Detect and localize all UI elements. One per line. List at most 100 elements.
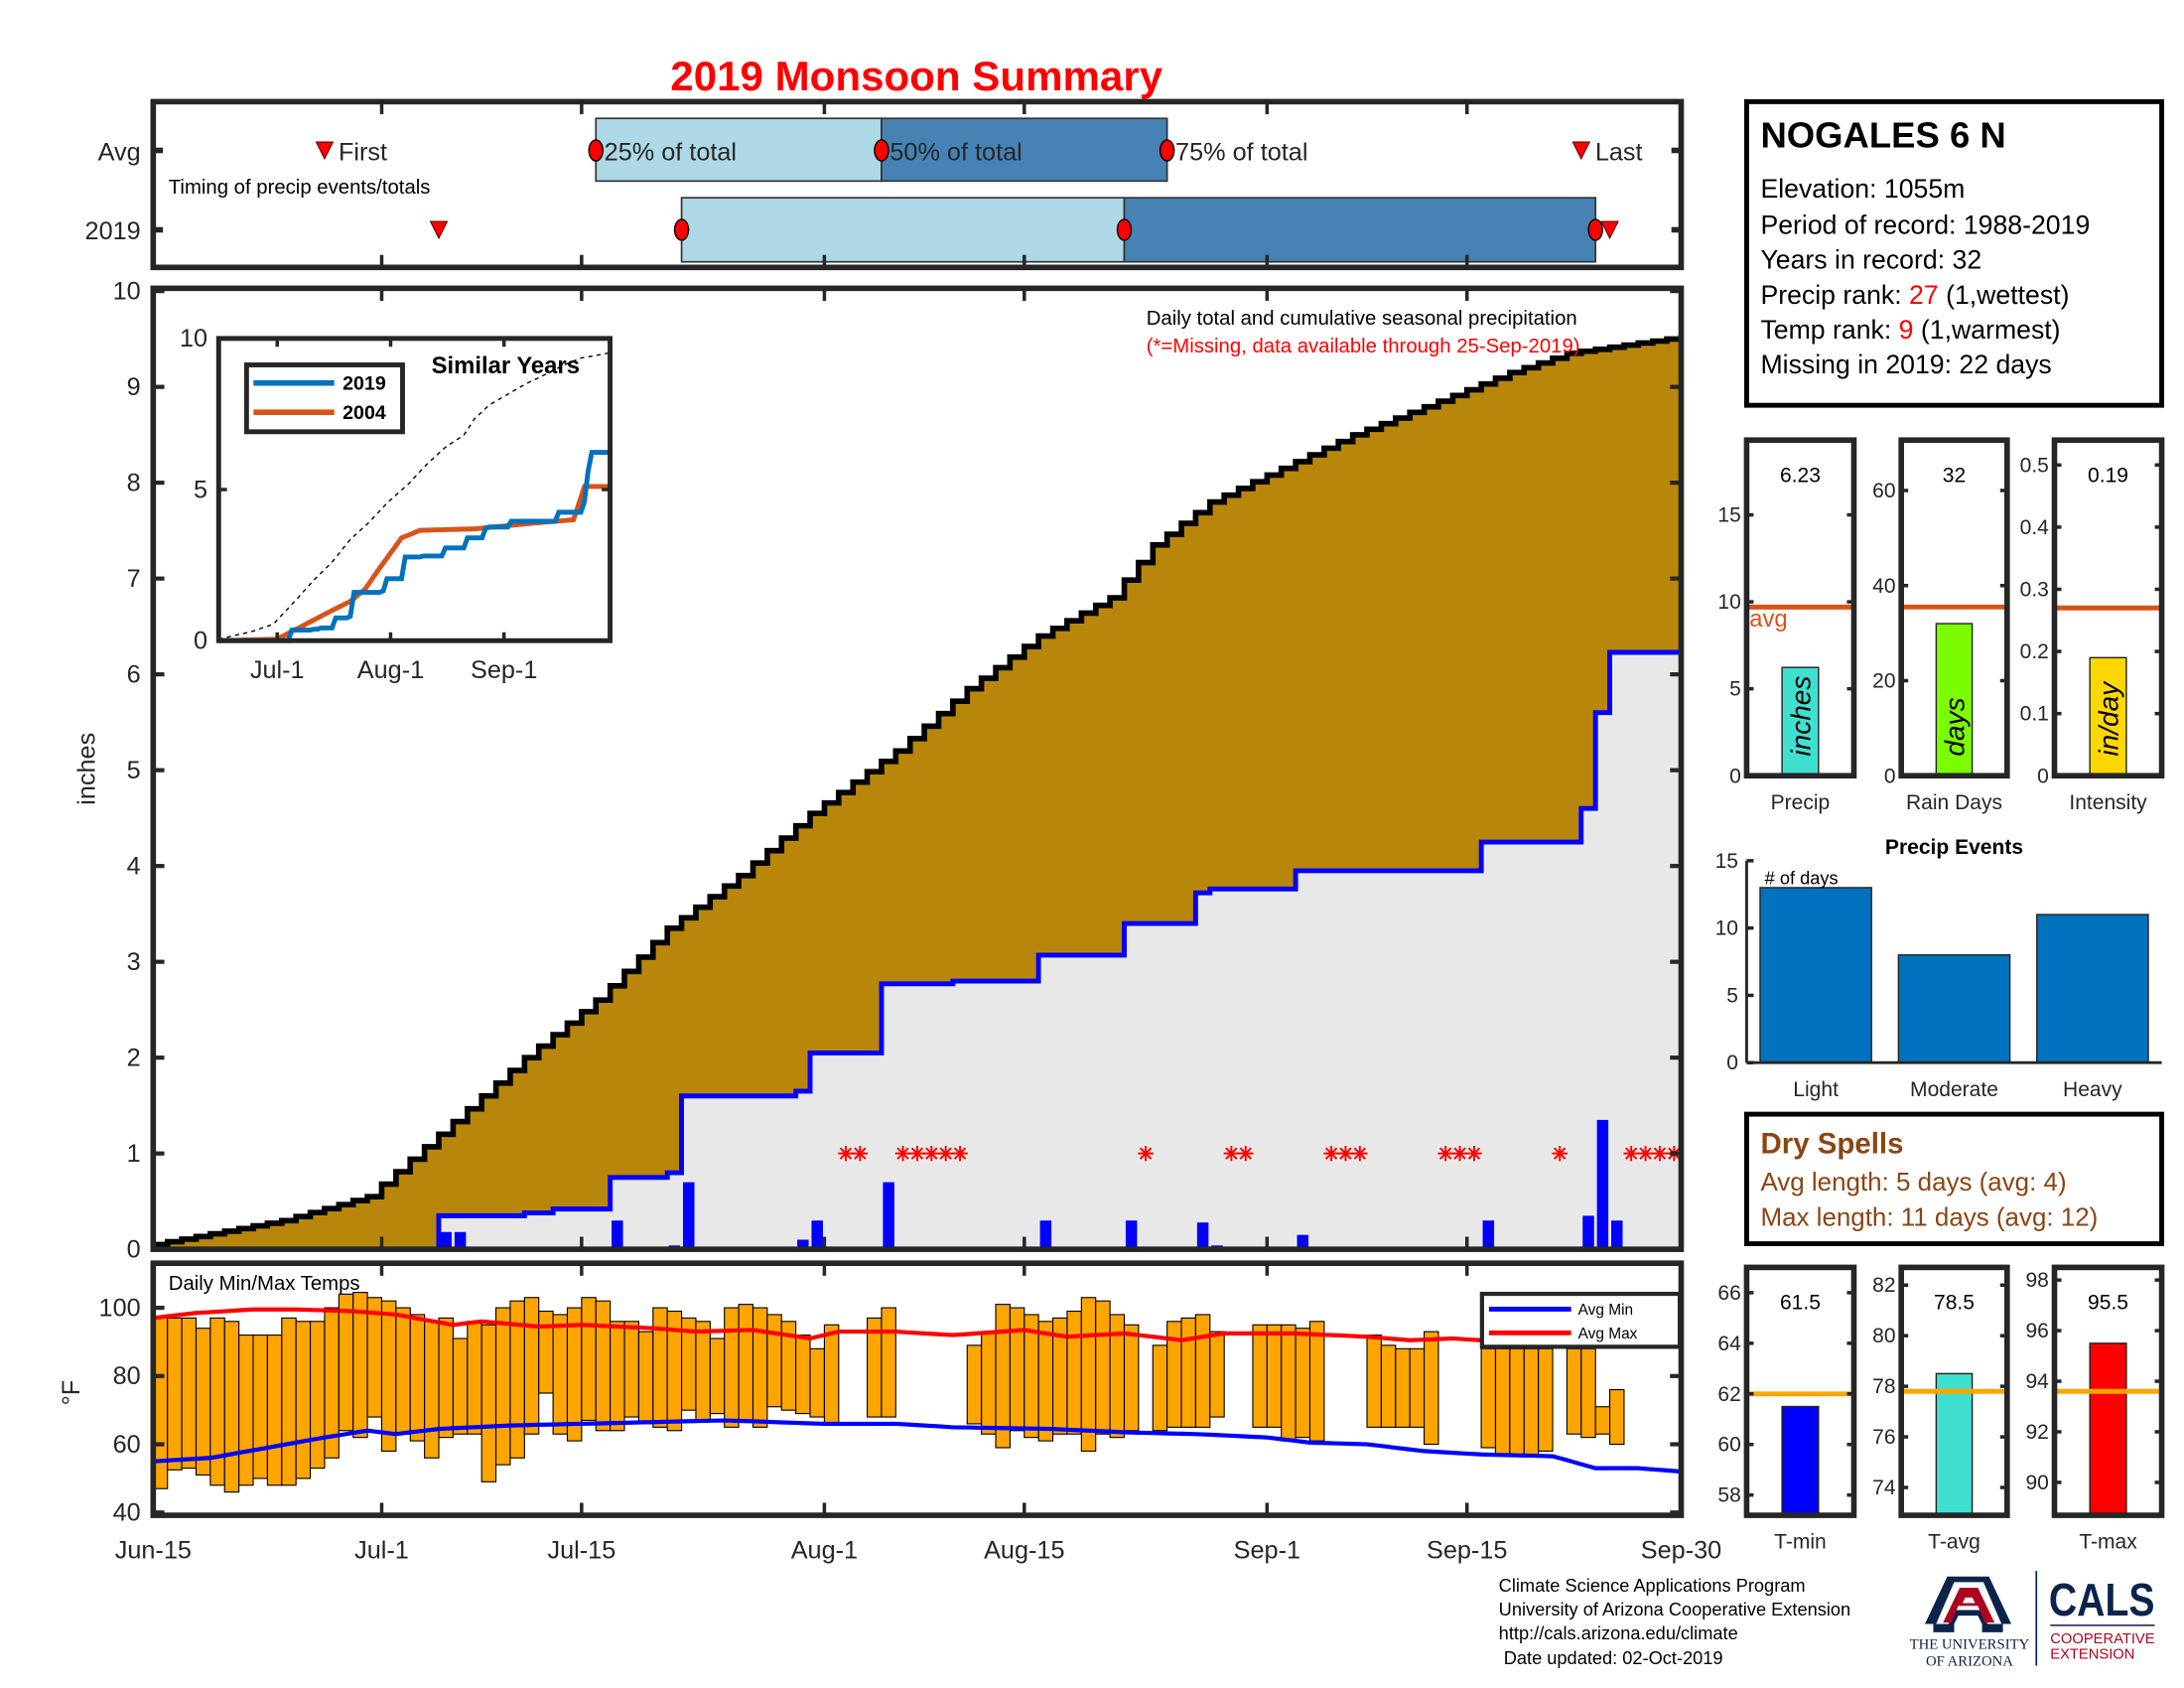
missing-day-marker-icon bbox=[1466, 1145, 1482, 1162]
daily-temp-range-bar bbox=[823, 1324, 840, 1425]
t-avg-y-tick-label: 80 bbox=[1872, 1325, 1895, 1347]
precip-total-category-label: Precip bbox=[1771, 791, 1831, 814]
ua-block-a-icon bbox=[1925, 1576, 2012, 1632]
daily-temp-range-bar bbox=[751, 1307, 768, 1428]
avg-cumulative-line bbox=[153, 334, 1682, 1248]
y2019-last-marker-icon bbox=[1600, 220, 1619, 240]
precip-y-tick-label: 7 bbox=[127, 565, 141, 593]
footer-line-date: Date updated: 02-Oct-2019 bbox=[1499, 1647, 1723, 1668]
missing-day-marker-icon bbox=[909, 1145, 925, 1162]
inset-x-tick-label: Jul-1 bbox=[250, 656, 305, 684]
inset-y-tick-label: 0 bbox=[194, 628, 207, 655]
precip-y-tick-label: 8 bbox=[127, 470, 141, 497]
rain-days-axes-box bbox=[1898, 437, 2010, 779]
t-min-y-tick-label: 62 bbox=[1717, 1383, 1740, 1406]
precip-y-tick-label: 0 bbox=[127, 1236, 141, 1264]
missing-day-marker-icon bbox=[1637, 1145, 1654, 1162]
daily-temp-range-bar bbox=[409, 1314, 426, 1442]
daily-temp-range-bar bbox=[1152, 1344, 1168, 1432]
daily-temp-range-bar bbox=[610, 1321, 625, 1432]
inset-legend bbox=[243, 362, 405, 435]
t-avg-bar bbox=[1935, 1372, 1974, 1516]
daily-temp-range-bar bbox=[1509, 1347, 1525, 1456]
y-axis-label-inches: inches bbox=[72, 733, 100, 805]
daily-temp-range-bar bbox=[495, 1307, 511, 1466]
precip-events-ylabel: # of days bbox=[1765, 868, 1839, 889]
daily-temp-range-bar bbox=[438, 1317, 454, 1439]
t-min-axes-box bbox=[1743, 1264, 1857, 1518]
daily-precip-bar bbox=[797, 1239, 809, 1250]
x-tick-label: Jul-1 bbox=[354, 1537, 409, 1565]
x-tick-label: Sep-15 bbox=[1427, 1537, 1507, 1565]
precip-axes-box bbox=[150, 285, 1685, 1252]
daily-temp-range-bar bbox=[380, 1300, 397, 1452]
avg-first-half-bar bbox=[595, 117, 883, 183]
daily-precip-bar bbox=[883, 1182, 894, 1250]
daily-temp-range-bar bbox=[1194, 1314, 1211, 1428]
daily-temp-range-bar bbox=[167, 1317, 183, 1471]
inset-y-tick-label: 5 bbox=[194, 476, 207, 503]
rain-days-y-tick-label: 0 bbox=[1884, 765, 1896, 787]
temps-axes-box bbox=[150, 1260, 1685, 1518]
precip-total-y-tick-label: 10 bbox=[1717, 591, 1740, 614]
daily-temp-range-bar bbox=[452, 1337, 469, 1435]
t-max-bar bbox=[2089, 1342, 2127, 1516]
inset-x-tick-label: Aug-1 bbox=[357, 656, 424, 684]
temps-y-tick-label: 100 bbox=[99, 1294, 141, 1322]
daily-temp-range-bar bbox=[1281, 1324, 1297, 1442]
daily-temp-range-bar bbox=[709, 1337, 726, 1415]
y2019-p25-marker-icon bbox=[673, 218, 690, 241]
rain-days-y-tick-label: 40 bbox=[1872, 575, 1895, 598]
daily-temp-range-bar bbox=[795, 1335, 811, 1415]
footer-line-program: Climate Science Applications Program bbox=[1499, 1575, 1806, 1596]
daily-temp-range-bar bbox=[1295, 1328, 1311, 1439]
daily-temp-range-bar bbox=[281, 1317, 297, 1486]
avg-p50-marker-icon bbox=[874, 139, 889, 162]
intensity-unit-label: in/day bbox=[2093, 680, 2123, 757]
daily-temp-range-bar bbox=[1308, 1321, 1325, 1442]
station-years: Years in record: 32 bbox=[1760, 245, 1981, 275]
rain-days-category-label: Rain Days bbox=[1906, 791, 2002, 814]
temps-y-tick-label: 80 bbox=[113, 1362, 141, 1390]
precip-events-category-label: Moderate bbox=[1910, 1078, 1998, 1101]
precip-total-avg-label: avg bbox=[1749, 606, 1787, 633]
daily-precip-bar bbox=[454, 1231, 467, 1250]
precip-total-unit-label: inches bbox=[1785, 676, 1816, 757]
intensity-axes-box bbox=[2051, 437, 2165, 779]
daily-temp-range-bar bbox=[637, 1331, 654, 1425]
t-max-y-tick-label: 92 bbox=[2025, 1421, 2048, 1444]
t-min-bar bbox=[1781, 1405, 1820, 1516]
t-avg-value-label: 78.5 bbox=[1934, 1291, 1975, 1314]
precip-annotation: Daily total and cumulative seasonal prec… bbox=[1147, 308, 1577, 330]
missing-day-marker-icon bbox=[937, 1145, 954, 1162]
daily-precip-bar bbox=[1125, 1220, 1138, 1250]
daily-temp-range-bar bbox=[881, 1307, 896, 1418]
x-tick-label: Sep-30 bbox=[1641, 1537, 1721, 1565]
missing-day-marker-icon bbox=[952, 1145, 968, 1162]
daily-temp-range-bar bbox=[1209, 1331, 1225, 1418]
footer-line-url[interactable]: http://cals.arizona.edu/climate bbox=[1499, 1622, 1738, 1643]
daily-temp-range-bar bbox=[1095, 1300, 1111, 1435]
t-max-category-label: T-max bbox=[2079, 1531, 2137, 1554]
station-missing: Missing in 2019: 22 days bbox=[1760, 350, 2051, 379]
daily-temp-range-bar bbox=[766, 1314, 782, 1408]
precip-events-category-label: Light bbox=[1793, 1078, 1839, 1101]
temps-y-tick-label: 40 bbox=[113, 1499, 141, 1527]
cals-logo: CALS COOPERATIVE EXTENSION bbox=[2049, 1574, 2155, 1662]
precip-events-y-tick-label: 10 bbox=[1715, 917, 1738, 940]
t-max-value-label: 95.5 bbox=[2088, 1291, 2128, 1314]
footer-credits: Climate Science Applications Program Uni… bbox=[1499, 1575, 1850, 1668]
missing-day-marker-icon bbox=[1337, 1145, 1354, 1162]
temps-title: Daily Min/Max Temps bbox=[169, 1273, 360, 1295]
t-min-y-tick-label: 64 bbox=[1717, 1333, 1741, 1355]
avg-max-line bbox=[153, 1307, 1682, 1344]
daily-precip-bar bbox=[1582, 1215, 1594, 1250]
t-min-value-label: 61.5 bbox=[1780, 1291, 1821, 1314]
daily-temp-range-bar bbox=[595, 1300, 612, 1432]
daily-precip-bar bbox=[1196, 1222, 1209, 1250]
daily-temp-range-bar bbox=[566, 1307, 583, 1442]
timing-panel: Timing of precip events/totals Avg 2019 … bbox=[85, 98, 1685, 271]
daily-precip-bar bbox=[811, 1220, 823, 1250]
page-title: 2019 Monsoon Summary bbox=[670, 53, 1162, 99]
avg-last-marker-icon bbox=[1571, 141, 1591, 161]
